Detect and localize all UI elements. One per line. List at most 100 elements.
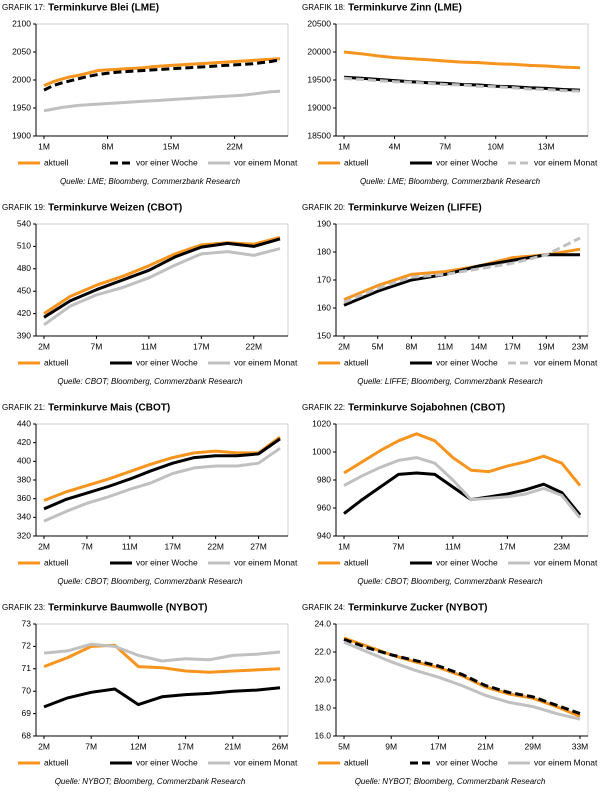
chart-title: Terminkurve Weizen (CBOT) [48, 203, 182, 214]
legend-label: aktuell [344, 557, 369, 567]
figure-label: GRAFIK 18: [302, 3, 345, 12]
figure-label: GRAFIK 23: [2, 603, 45, 612]
x-tick-label: 29M [525, 741, 542, 751]
x-tick-label: 17M [504, 341, 521, 351]
figure-label: GRAFIK 21: [2, 403, 45, 412]
legend-label: vor einer Woche [136, 557, 198, 567]
x-tick-label: 17M [499, 541, 516, 551]
x-tick-label: 11M [445, 541, 461, 551]
series-line [43, 57, 281, 87]
source-note: Quelle: CBOT; Bloomberg, Commerzbank Res… [357, 577, 543, 586]
series-line [43, 643, 281, 674]
source-note: Quelle: LIFFE; Bloomberg, Commerzbank Re… [357, 377, 543, 386]
y-tick-label: 390 [17, 330, 31, 340]
y-tick-label: 180 [317, 246, 331, 256]
y-tick-label: 510 [17, 241, 31, 251]
figure-label: GRAFIK 22: [302, 403, 345, 412]
x-tick-label: 17M [430, 741, 447, 751]
series-line [343, 50, 581, 70]
legend-label: vor einem Monat [534, 357, 598, 367]
series-line [343, 253, 580, 307]
y-tick-label: 2100 [12, 18, 31, 28]
y-tick-label: 22.0 [314, 646, 331, 656]
y-tick-label: 170 [317, 274, 331, 284]
legend-label: vor einem Monat [234, 557, 298, 567]
y-tick-label: 71 [22, 663, 32, 673]
x-tick-label: 2M [338, 341, 350, 351]
x-tick-label: 26M [272, 741, 289, 751]
x-tick-label: 17M [164, 541, 181, 551]
y-tick-label: 2000 [12, 74, 31, 84]
y-tick-label: 70 [22, 685, 32, 695]
x-tick-label: 1M [338, 541, 350, 551]
chart-title: Terminkurve Weizen (LIFFE) [348, 203, 482, 214]
x-tick-label: 22M [207, 541, 224, 551]
y-tick-label: 1020 [312, 418, 331, 428]
figure-label: GRAFIK 17: [2, 3, 45, 12]
y-tick-label: 360 [17, 493, 31, 503]
y-tick-label: 400 [17, 456, 31, 466]
x-tick-label: 10M [487, 141, 504, 151]
x-tick-label: 21M [225, 741, 242, 751]
legend-label: vor einer Woche [136, 357, 198, 367]
y-tick-label: 960 [317, 502, 331, 512]
y-tick-label: 1900 [12, 130, 31, 140]
series-line [43, 435, 281, 502]
y-tick-label: 1950 [12, 102, 31, 112]
legend-label: vor einem Monat [234, 757, 298, 767]
chart-title: Terminkurve Zucker (NYBOT) [348, 603, 487, 614]
x-tick-label: 22M [246, 341, 263, 351]
chart-title: Terminkurve Baumwolle (NYBOT) [48, 603, 207, 614]
legend-label: aktuell [44, 557, 69, 567]
figure-label: GRAFIK 19: [2, 203, 45, 212]
y-tick-label: 20500 [307, 18, 331, 28]
x-tick-label: 1M [338, 141, 350, 151]
source-note: Quelle: CBOT; Bloomberg, Commerzbank Res… [57, 577, 243, 586]
y-tick-label: 420 [17, 437, 31, 447]
plot-area [335, 423, 589, 537]
x-tick-label: 22M [226, 141, 243, 151]
x-tick-label: 27M [250, 541, 267, 551]
series-line [43, 447, 281, 523]
x-tick-label: 12M [130, 741, 147, 751]
figure-label: GRAFIK 24: [302, 603, 345, 612]
x-tick-label: 14M [471, 341, 488, 351]
y-tick-label: 160 [317, 302, 331, 312]
y-tick-label: 980 [317, 474, 331, 484]
legend-label: vor einer Woche [436, 357, 498, 367]
legend-label: vor einer Woche [436, 557, 498, 567]
y-tick-label: 18.0 [314, 702, 331, 712]
source-note: Quelle: NYBOT; Bloomberg, Commerzbank Re… [355, 777, 546, 786]
series-line [43, 89, 281, 113]
series-line [343, 637, 581, 716]
legend-label: vor einem Monat [534, 157, 598, 167]
chart-title: Terminkurve Sojabohnen (CBOT) [348, 403, 505, 414]
x-tick-label: 7M [439, 141, 451, 151]
series-line [43, 247, 281, 327]
y-tick-label: 2050 [12, 46, 31, 56]
y-tick-label: 440 [17, 418, 31, 428]
x-tick-label: 2M [38, 541, 50, 551]
legend-label: aktuell [344, 757, 369, 767]
source-note: Quelle: LME; Bloomberg, Commerzbank Rese… [360, 177, 541, 186]
chart-title: Terminkurve Zinn (LME) [348, 3, 462, 14]
plot-area [35, 223, 289, 337]
y-tick-label: 540 [17, 218, 31, 228]
source-note: Quelle: NYBOT; Bloomberg, Commerzbank Re… [55, 777, 246, 786]
y-tick-label: 19500 [307, 74, 331, 84]
legend-label: vor einem Monat [234, 357, 298, 367]
legend-label: vor einer Woche [436, 757, 498, 767]
series-line [343, 432, 582, 487]
legend-label: aktuell [344, 157, 369, 167]
x-tick-label: 7M [85, 741, 97, 751]
y-tick-label: 340 [17, 512, 31, 522]
legend-label: vor einem Monat [534, 757, 598, 767]
y-tick-label: 72 [22, 641, 32, 651]
y-tick-label: 19000 [307, 102, 331, 112]
y-tick-label: 20000 [307, 46, 331, 56]
legend-label: vor einer Woche [136, 757, 198, 767]
x-tick-label: 19M [538, 341, 555, 351]
x-tick-label: 21M [477, 741, 494, 751]
